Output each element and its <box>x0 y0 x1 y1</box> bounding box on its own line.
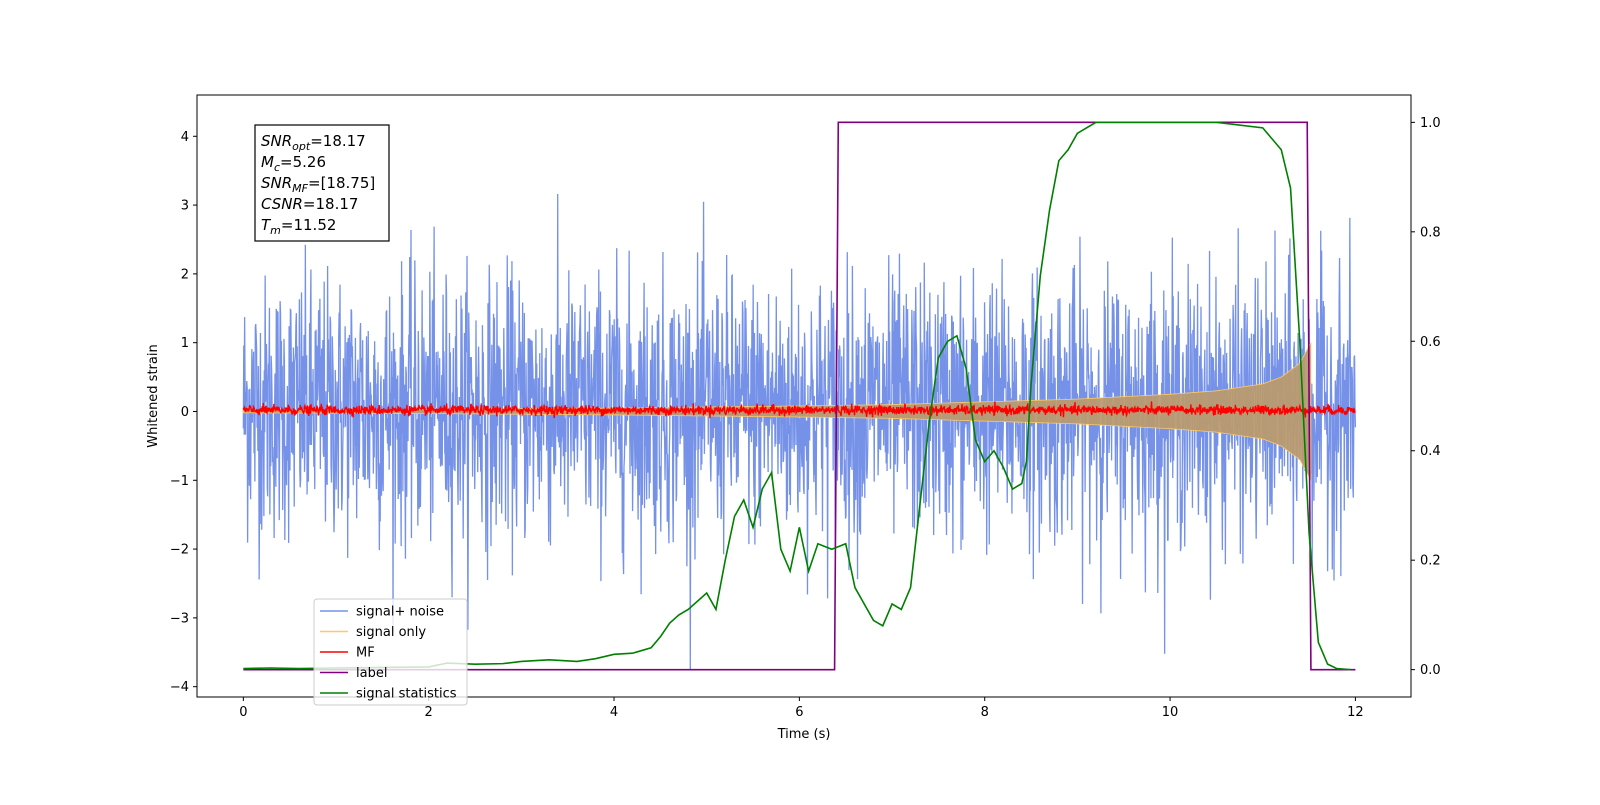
y-tick-label: 3 <box>181 199 189 214</box>
legend-label: signal statistics <box>356 687 457 702</box>
y-tick-label: 0 <box>181 405 189 420</box>
y-tick-label: 4 <box>181 130 189 145</box>
y2-tick-label: 0.4 <box>1420 444 1441 459</box>
x-tick-label: 2 <box>425 705 433 720</box>
legend-label: MF <box>356 646 375 661</box>
series-layer <box>242 121 1357 671</box>
x-tick-label: 6 <box>795 705 803 720</box>
series-label <box>243 121 1356 671</box>
x-axis-label: Time (s) <box>777 727 831 742</box>
legend: signal+ noise signal only MF label signal st… <box>313 598 468 706</box>
x-tick-label: 12 <box>1347 705 1364 720</box>
series-signal-noise <box>242 193 1357 670</box>
x-tick-label: 0 <box>239 705 247 720</box>
x-tick-label: 4 <box>610 705 618 720</box>
annotation-box: SNRopt=18.17Mc=5.26SNRMF=[18.75]CSNR=18.… <box>254 124 390 242</box>
y2-tick-label: 0.0 <box>1420 663 1441 678</box>
series-signal-statistics <box>243 121 1351 671</box>
y-tick-label: −4 <box>170 680 189 695</box>
annotation-line: SNRMF=[18.75] <box>261 174 375 195</box>
x-tick-label: 8 <box>981 705 989 720</box>
legend-label: signal+ noise <box>356 605 444 620</box>
y-tick-label: −3 <box>170 611 189 626</box>
annotation-frame <box>254 124 390 242</box>
y2-tick-label: 1.0 <box>1420 116 1441 131</box>
annotation-line: CSNR=18.17 <box>261 195 358 213</box>
y-tick-label: 2 <box>181 267 189 282</box>
y-tick-label: −1 <box>170 474 189 489</box>
y-axis-label: Whitened strain <box>146 344 161 447</box>
legend-label: label <box>356 666 387 681</box>
legend-label: signal only <box>356 625 426 640</box>
y-tick-label: −2 <box>170 543 189 558</box>
plot-frame <box>196 94 1412 698</box>
annotation-line: Mc=5.26 <box>261 153 326 174</box>
annotation-line: Tm=11.52 <box>261 216 336 237</box>
annotation-line: SNRopt=18.17 <box>261 132 366 153</box>
y-tick-label: 1 <box>181 336 189 351</box>
y2-tick-label: 0.2 <box>1420 554 1441 569</box>
y2-tick-label: 0.8 <box>1420 225 1441 240</box>
legend-frame <box>313 598 468 706</box>
x-tick-label: 10 <box>1162 705 1179 720</box>
y2-tick-label: 0.6 <box>1420 335 1441 350</box>
series-mf <box>242 401 1356 419</box>
